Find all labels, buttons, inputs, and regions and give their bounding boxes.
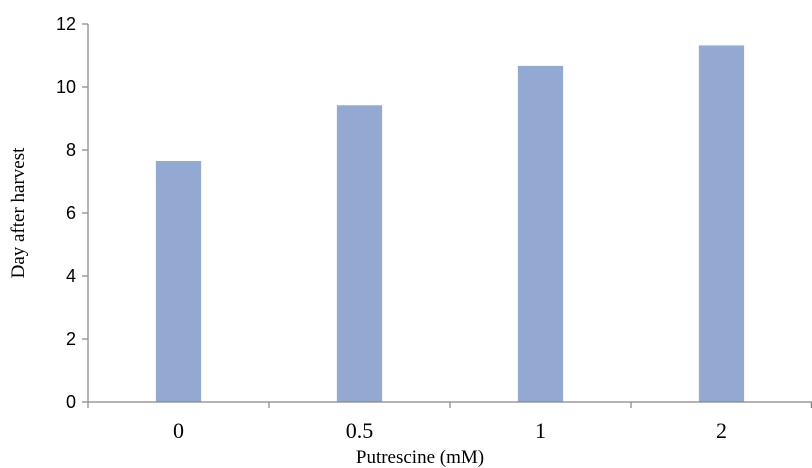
x-axis: 0 0.5 1 2: [87, 401, 812, 443]
y-axis: 0 2 4 6 8 10 12: [56, 14, 89, 412]
x-tick-label: 1: [535, 418, 546, 443]
x-tick-label: 2: [716, 418, 727, 443]
y-tick-label: 8: [66, 140, 76, 160]
y-tick-label: 6: [66, 203, 76, 223]
x-axis-label: Putrescine (mM): [356, 447, 484, 468]
y-axis-label: Day after harvest: [8, 147, 29, 279]
bar-2: [698, 45, 745, 403]
y-tick-label: 4: [66, 266, 76, 286]
bar-0: [155, 161, 202, 402]
y-tick-label: 0: [66, 392, 76, 412]
bar-0.5: [336, 105, 383, 403]
y-tick-label: 12: [56, 14, 76, 34]
y-tick-label: 10: [56, 77, 76, 97]
bars: [155, 45, 745, 403]
x-tick-label: 0.5: [346, 418, 374, 443]
x-tick-label: 0: [173, 418, 184, 443]
y-tick-label: 2: [66, 329, 76, 349]
bar-1: [517, 65, 564, 403]
